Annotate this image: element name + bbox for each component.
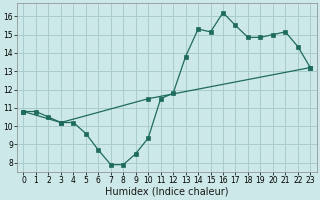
X-axis label: Humidex (Indice chaleur): Humidex (Indice chaleur) [105, 187, 229, 197]
